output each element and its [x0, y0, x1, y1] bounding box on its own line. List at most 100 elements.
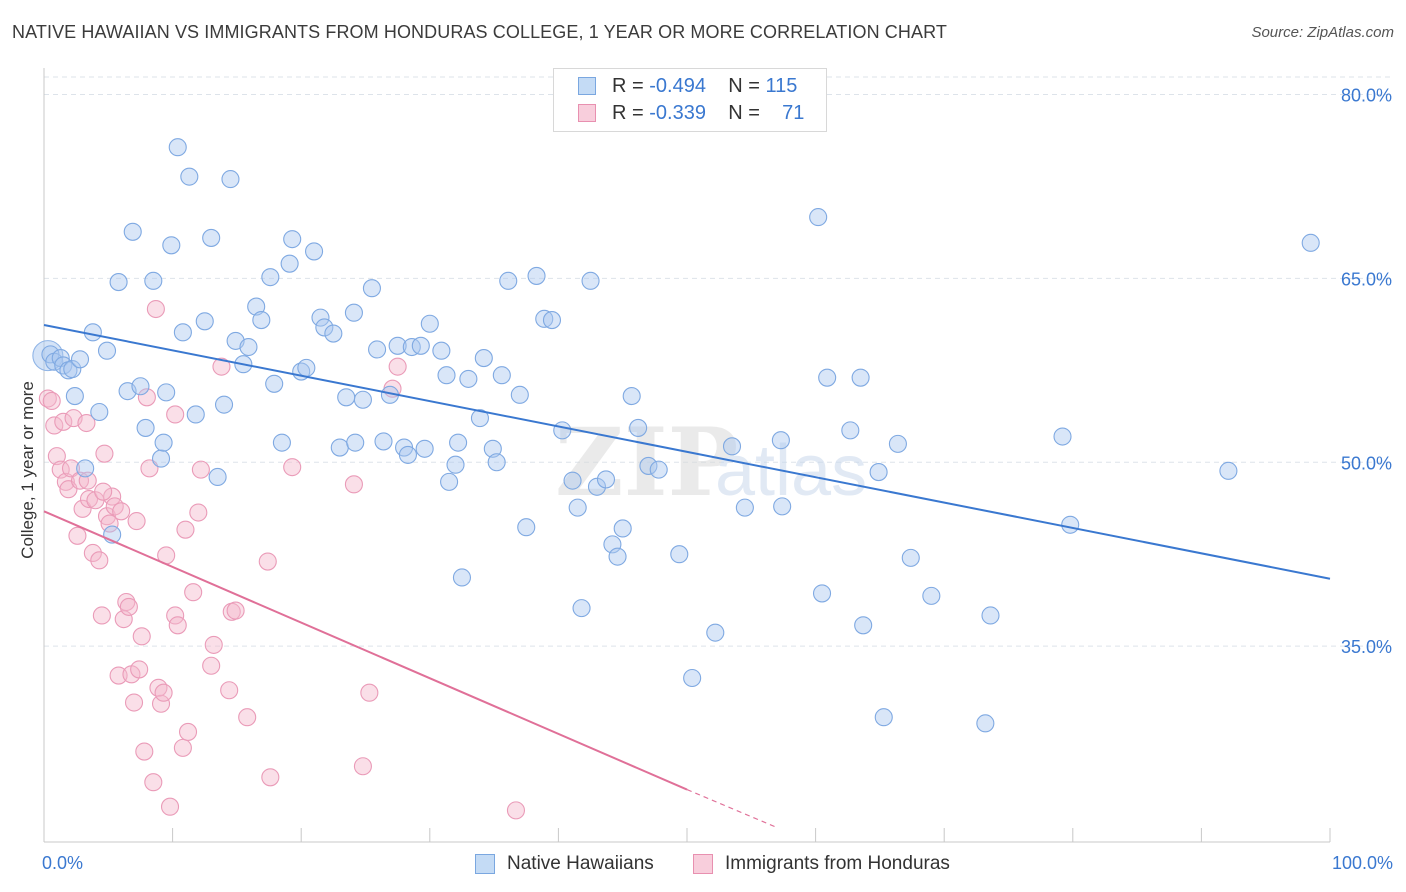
native-hawaiians-point	[851, 368, 870, 387]
pink-swatch-icon	[578, 104, 596, 122]
legend-n-label: N =	[728, 102, 766, 124]
honduras-point	[151, 694, 171, 713]
honduras-point	[160, 797, 180, 816]
native-hawaiians-point	[809, 208, 828, 227]
native-hawaiians-point	[123, 222, 142, 241]
bottom-legend-label: Native Hawaiians	[507, 853, 654, 874]
native-hawaiians-point	[311, 308, 330, 327]
native-hawaiians-point	[247, 297, 266, 316]
native-hawaiians-point	[542, 311, 562, 330]
native-hawaiians-point	[553, 421, 572, 440]
honduras-point	[79, 489, 99, 509]
native-hawaiians-point	[432, 341, 451, 360]
native-hawaiians-point	[670, 545, 689, 564]
honduras-point	[344, 475, 363, 494]
native-hawaiians-point	[1301, 233, 1320, 252]
native-hawaiians-point	[581, 271, 600, 290]
honduras-trend-line-extension	[686, 788, 778, 829]
honduras-point	[56, 472, 75, 491]
honduras-point	[42, 391, 61, 411]
native-hawaiians-point	[411, 336, 430, 355]
native-hawaiians-point	[388, 336, 407, 355]
native-hawaiians-point	[437, 366, 456, 385]
blue-swatch-icon	[475, 854, 495, 874]
native-hawaiians-point	[608, 547, 627, 566]
honduras-point	[135, 742, 154, 761]
honduras-point	[54, 412, 73, 431]
native-hawaiians-point	[374, 432, 393, 451]
honduras-point	[220, 681, 239, 700]
native-hawaiians-point	[568, 498, 587, 517]
native-hawaiians-point	[54, 356, 73, 375]
native-hawaiians-point	[474, 349, 493, 368]
native-hawaiians-point	[283, 230, 302, 249]
honduras-point	[117, 592, 136, 612]
native-hawaiians-point	[154, 433, 173, 452]
native-hawaiians-point	[297, 358, 316, 377]
honduras-point	[189, 503, 208, 522]
native-hawaiians-point	[168, 138, 187, 157]
honduras-point	[119, 597, 138, 616]
native-hawaiians-point	[888, 434, 907, 453]
honduras-point	[83, 543, 102, 563]
native-hawaiians-point	[202, 228, 221, 247]
honduras-point	[166, 405, 185, 424]
honduras-point	[97, 507, 117, 526]
native-hawaiians-point	[344, 303, 363, 322]
x-tick-label: 0.0%	[42, 853, 83, 873]
honduras-point	[77, 413, 96, 433]
honduras-point	[127, 512, 146, 531]
native-hawaiians-point	[144, 271, 163, 290]
correlation-legend: R = -0.494 N = 115 R = -0.339 N = 71	[553, 68, 827, 132]
native-hawaiians-point	[649, 460, 668, 479]
native-hawaiians-point	[70, 350, 90, 369]
native-hawaiians-point	[157, 383, 176, 402]
native-hawaiians-point	[818, 368, 837, 387]
watermark: ZIP atlas	[555, 408, 867, 518]
native-hawaiians-point	[63, 360, 82, 379]
native-hawaiians-point	[535, 309, 554, 328]
y-tick-label: 50.0%	[1341, 453, 1392, 473]
native-hawaiians-point	[629, 418, 648, 437]
honduras-point	[47, 447, 66, 466]
honduras-point	[95, 444, 114, 463]
legend-n-label: N =	[728, 75, 766, 97]
native-hawaiians-point	[722, 437, 742, 456]
native-hawaiians-point	[440, 472, 459, 491]
honduras-point	[94, 482, 113, 501]
honduras-point	[109, 666, 128, 685]
honduras-point	[68, 526, 87, 545]
honduras-point	[173, 738, 192, 757]
native-hawaiians-trend-line	[43, 323, 1331, 580]
honduras-point	[226, 601, 245, 620]
native-hawaiians-point	[208, 467, 227, 487]
native-hawaiians-point	[330, 438, 349, 457]
native-hawaiians-point	[683, 668, 702, 688]
native-hawaiians-point	[527, 266, 546, 285]
native-hawaiians-point	[492, 366, 511, 385]
honduras-point	[144, 773, 163, 792]
native-hawaiians-point	[487, 453, 506, 472]
native-hawaiians-point	[499, 271, 518, 290]
native-hawaiians-point	[773, 497, 792, 516]
honduras-point	[261, 768, 280, 787]
native-hawaiians-point	[324, 324, 343, 343]
native-hawaiians-point	[90, 402, 109, 422]
legend-r-label: R =	[612, 102, 650, 124]
native-hawaiians-point	[517, 518, 536, 537]
native-hawaiians-point	[1219, 461, 1238, 480]
native-hawaiians-point	[572, 599, 591, 618]
native-hawaiians-point	[398, 445, 417, 464]
native-hawaiians-point	[214, 395, 234, 414]
honduras-point	[100, 514, 119, 533]
honduras-point	[90, 551, 109, 570]
native-hawaiians-point	[76, 459, 95, 478]
native-hawaiians-point	[265, 374, 284, 393]
pink-swatch-icon	[693, 854, 713, 874]
native-hawaiians-point	[239, 337, 258, 357]
native-hawaiians-point	[869, 463, 888, 482]
honduras-point	[112, 502, 131, 521]
native-hawaiians-point	[109, 273, 128, 292]
native-hawaiians-point	[1053, 427, 1072, 446]
legend-r-label: R =	[612, 75, 650, 97]
